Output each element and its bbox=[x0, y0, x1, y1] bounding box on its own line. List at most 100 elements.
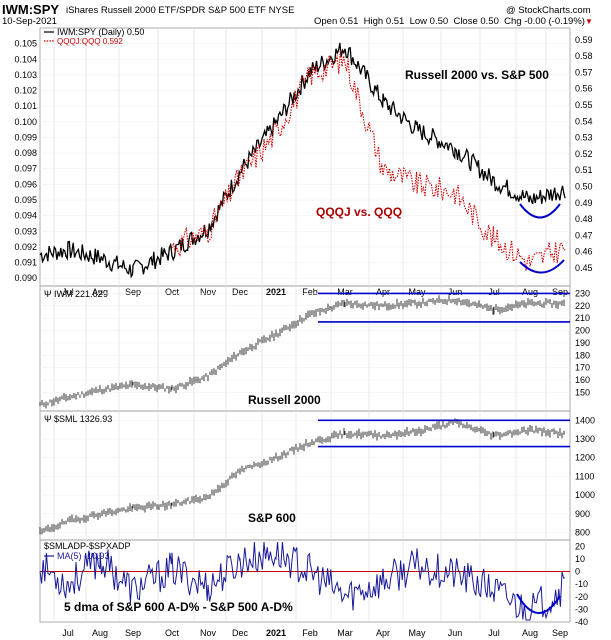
top-x-tick-label: Oct bbox=[165, 287, 180, 297]
y-tick-label-panel-2: 210 bbox=[575, 313, 590, 323]
stockcharts-source[interactable]: @ StockCharts.com bbox=[506, 5, 591, 16]
legend-ad-diff: $SMLADP-$SPXADP bbox=[44, 541, 131, 551]
left-y-tick-label: 0.101 bbox=[14, 101, 37, 111]
top-x-tick-label: Sep bbox=[125, 287, 141, 297]
right-y-tick-label: 0.45 bbox=[575, 263, 593, 273]
left-y-tick-label: 0.098 bbox=[14, 148, 37, 158]
y-tick-label-panel-4: -10 bbox=[575, 579, 588, 589]
top-x-tick-label: Jul bbox=[488, 287, 500, 297]
date-label: 10-Sep-2021 bbox=[2, 16, 57, 27]
left-y-tick-label: 0.093 bbox=[14, 226, 37, 236]
legend-iwm-spy: IWM:SPY (Daily) 0.50 bbox=[57, 27, 144, 37]
y-tick-label-panel-4: 10 bbox=[575, 554, 585, 564]
cup-arc-upper bbox=[519, 203, 561, 219]
annotation-russell-vs-sp500: Russell 2000 vs. S&P 500 bbox=[405, 68, 549, 82]
bottom-x-tick-label: Aug bbox=[522, 628, 538, 638]
bottom-x-tick-label: Sep bbox=[552, 628, 568, 638]
left-y-tick-label: 0.099 bbox=[14, 132, 37, 142]
panel-frame-1 bbox=[39, 27, 571, 287]
right-y-tick-label: 0.51 bbox=[575, 165, 593, 175]
open-value: Open 0.51 bbox=[314, 16, 359, 27]
y-tick-label-panel-2: 200 bbox=[575, 326, 590, 336]
y-tick-label-panel-2: 190 bbox=[575, 338, 590, 348]
bottom-x-tick-label: May bbox=[408, 628, 426, 638]
right-y-tick-label: 0.47 bbox=[575, 230, 593, 240]
left-y-tick-label: 0.097 bbox=[14, 164, 37, 174]
annotation-russell-2000: Russell 2000 bbox=[248, 393, 321, 407]
y-tick-label-panel-4: 20 bbox=[575, 541, 585, 551]
y-tick-label-panel-3: 1400 bbox=[575, 415, 595, 425]
left-y-tick-label: 0.103 bbox=[14, 70, 37, 80]
right-y-tick-label: 0.53 bbox=[575, 133, 593, 143]
y-tick-label-panel-2: 230 bbox=[575, 288, 590, 298]
y-tick-label-panel-3: 1300 bbox=[575, 434, 595, 444]
bottom-x-tick-label: Feb bbox=[302, 628, 318, 638]
chart-svg: Jul Aug Sep Oct Nov Dec 2021 Feb Mar Apr May Jun Jul… bbox=[14, 27, 595, 638]
y-tick-label-panel-2: 180 bbox=[575, 350, 590, 360]
y-tick-label-panel-2: 160 bbox=[575, 375, 590, 385]
cup-arc-oscillator bbox=[516, 593, 561, 614]
top-x-tick-label: Aug bbox=[92, 287, 108, 297]
right-y-tick-label: 0.54 bbox=[575, 116, 593, 126]
y-tick-label-panel-3: 900 bbox=[575, 509, 590, 519]
panel-frame-3 bbox=[39, 410, 571, 541]
y-tick-label-panel-3: 800 bbox=[575, 528, 590, 538]
bottom-x-tick-label: Oct bbox=[165, 628, 180, 638]
panel-frame-4 bbox=[39, 539, 571, 623]
y-tick-label-panel-2: 220 bbox=[575, 301, 590, 311]
symbol-title: IWM:SPY bbox=[2, 2, 60, 17]
bottom-x-tick-label: Mar bbox=[337, 628, 353, 638]
top-x-tick-label: Apr bbox=[376, 287, 390, 297]
bottom-x-tick-label: Dec bbox=[232, 628, 249, 638]
right-y-tick-label: 0.59 bbox=[575, 35, 593, 45]
left-y-tick-label: 0.092 bbox=[14, 242, 37, 252]
left-y-tick-label: 0.105 bbox=[14, 39, 37, 49]
y-tick-label-panel-4: -20 bbox=[575, 592, 588, 602]
low-value: Low 0.50 bbox=[409, 16, 449, 27]
ad-oscillator-line bbox=[39, 541, 566, 621]
right-y-tick-label: 0.58 bbox=[575, 51, 593, 61]
close-value: Close 0.50 bbox=[453, 16, 499, 27]
y-tick-label-panel-3: 1100 bbox=[575, 471, 594, 481]
ohlc-readout: Open 0.51 High 0.51 Low 0.50 Close 0.50 … bbox=[314, 16, 593, 27]
left-y-tick-label: 0.094 bbox=[14, 211, 37, 221]
bottom-x-tick-label: 2021 bbox=[266, 628, 286, 638]
chg-value: Chg -0.00 (-0.19%) bbox=[504, 16, 585, 27]
legend-ma5: MA(5) -10.93 bbox=[57, 551, 110, 561]
right-y-tick-label: 0.48 bbox=[575, 214, 593, 224]
right-y-tick-label: 0.57 bbox=[575, 67, 593, 77]
bottom-x-tick-label: Apr bbox=[376, 628, 390, 638]
cup-arc-lower bbox=[519, 259, 565, 274]
qqqj-qqq-line bbox=[171, 50, 566, 271]
top-x-tick-label: May bbox=[408, 287, 426, 297]
annotation-sp600: S&P 600 bbox=[248, 511, 296, 525]
right-y-tick-label: 0.46 bbox=[575, 247, 593, 257]
bottom-x-tick-label: Jul bbox=[62, 628, 74, 638]
right-y-tick-label: 0.50 bbox=[575, 182, 593, 192]
left-y-tick-label: 0.091 bbox=[14, 258, 37, 268]
bottom-x-tick-label: Jul bbox=[488, 628, 500, 638]
y-tick-label-panel-4: -30 bbox=[575, 604, 588, 614]
left-y-tick-label: 0.100 bbox=[14, 117, 37, 127]
legend-panel-3: Ψ $SML 1326.93 bbox=[44, 414, 112, 424]
left-y-tick-label: 0.104 bbox=[14, 54, 37, 64]
top-x-tick-label: Nov bbox=[200, 287, 217, 297]
legend-panel-2: Ψ IWM 221.62 bbox=[44, 289, 103, 299]
top-x-tick-label: Jun bbox=[448, 287, 463, 297]
left-y-tick-label: 0.102 bbox=[14, 86, 37, 96]
left-y-tick-label: 0.095 bbox=[14, 195, 37, 205]
left-y-tick-label: 0.096 bbox=[14, 179, 37, 189]
right-y-tick-label: 0.55 bbox=[575, 100, 593, 110]
right-y-tick-label: 0.56 bbox=[575, 84, 593, 94]
high-value: High 0.51 bbox=[363, 16, 405, 27]
annotation-ad-diff: 5 dma of S&P 600 A-D% - S&P 500 A-D% bbox=[64, 600, 293, 614]
bottom-x-tick-label: Jun bbox=[448, 628, 463, 638]
top-x-tick-label: Mar bbox=[337, 287, 353, 297]
top-x-tick-label: 2021 bbox=[266, 287, 286, 297]
top-x-tick-label: Dec bbox=[232, 287, 249, 297]
top-x-tick-label: Sep bbox=[552, 287, 568, 297]
down-arrow-icon: ▼ bbox=[584, 17, 593, 26]
y-tick-label-panel-2: 150 bbox=[575, 387, 590, 397]
bottom-x-tick-label: Sep bbox=[125, 628, 141, 638]
